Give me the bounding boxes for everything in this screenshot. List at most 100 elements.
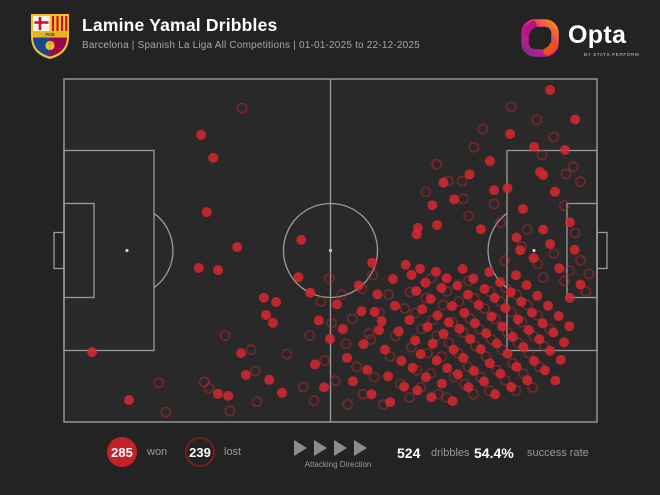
dribble-won-dot bbox=[342, 352, 352, 363]
dribble-won-dot bbox=[383, 371, 394, 382]
dribble-won-dot bbox=[511, 270, 521, 281]
dribble-won-dot bbox=[410, 335, 421, 346]
dribble-lost-dot bbox=[463, 210, 474, 222]
dribble-won-dot bbox=[529, 141, 540, 152]
dribble-won-dot bbox=[240, 370, 251, 380]
dribble-won-dot bbox=[464, 169, 475, 180]
dribble-won-dot bbox=[545, 345, 556, 356]
dribble-won-dot bbox=[449, 194, 460, 205]
dribble-won-dot bbox=[379, 344, 390, 355]
dribble-won-dot bbox=[523, 325, 534, 336]
dribble-won-dot bbox=[516, 296, 527, 307]
lost-label: lost bbox=[224, 446, 242, 458]
dribble-won-dot bbox=[549, 186, 560, 197]
dribble-won-dot bbox=[427, 200, 438, 211]
dribble-lost-dot bbox=[329, 375, 341, 386]
arrow-right-icon bbox=[334, 440, 347, 456]
dribble-won-dot bbox=[396, 355, 407, 366]
dribble-lost-dot bbox=[559, 200, 570, 211]
dribble-won-dot bbox=[570, 114, 581, 125]
dribble-lost-dot bbox=[527, 381, 538, 393]
right-penalty-spot bbox=[532, 248, 536, 253]
dribble-won-dot bbox=[564, 292, 575, 303]
attacking-direction-label: Attacking Direction bbox=[304, 460, 372, 469]
dribble-won-dot bbox=[366, 389, 377, 400]
dribble-won-dot bbox=[296, 234, 307, 245]
dribble-lost-dot bbox=[567, 161, 579, 173]
dribble-lost-dot bbox=[505, 101, 517, 113]
dribble-won-dot bbox=[458, 352, 469, 363]
dribble-lost-dot bbox=[368, 371, 380, 383]
dribble-won-dot bbox=[454, 323, 465, 334]
dribble-lost-dot bbox=[281, 348, 293, 360]
dribble-won-dot bbox=[201, 207, 212, 218]
dribble-won-dot bbox=[432, 220, 443, 231]
dribble-won-dot bbox=[404, 315, 415, 326]
dribble-won-dot bbox=[511, 361, 522, 372]
dribble-won-dot bbox=[374, 325, 384, 336]
dribble-won-dot bbox=[553, 311, 564, 321]
dribble-won-dot bbox=[353, 280, 364, 291]
dribble-won-dot bbox=[486, 311, 497, 322]
dribble-lost-dot bbox=[536, 149, 548, 161]
dribble-won-dot bbox=[399, 381, 410, 392]
dribble-won-dot bbox=[527, 307, 537, 318]
dribble-lost-dot bbox=[523, 347, 535, 359]
success-rate-label: success rate bbox=[527, 447, 589, 459]
dribble-won-dot bbox=[513, 314, 524, 325]
dribble-won-dot bbox=[484, 358, 495, 369]
dribble-lost-dot bbox=[583, 268, 595, 280]
opta-branding: Opta BY STATS PERFORM bbox=[520, 17, 650, 63]
success-rate-value: 54.4% bbox=[474, 445, 514, 461]
total-dribbles-label: dribbles bbox=[431, 447, 470, 459]
arrow-right-icon bbox=[354, 440, 367, 456]
dribble-won-dot bbox=[213, 388, 223, 399]
dribble-lost-dot bbox=[304, 330, 316, 341]
dribble-won-dot bbox=[438, 177, 449, 188]
dribble-won-dot bbox=[420, 372, 431, 383]
dribble-lost-dot bbox=[363, 328, 375, 339]
dribble-won-dot bbox=[293, 272, 304, 283]
dribble-lost-dot bbox=[467, 388, 479, 400]
dribble-won-dot bbox=[261, 310, 271, 320]
dribble-won-dot bbox=[258, 292, 269, 303]
dribble-lost-dot bbox=[499, 375, 511, 386]
opta-logo-icon bbox=[521, 19, 559, 57]
dribble-won-dot bbox=[442, 363, 453, 374]
dribble-won-dot bbox=[490, 389, 501, 400]
dribble-dots bbox=[87, 85, 595, 418]
dribble-lost-dot bbox=[319, 355, 330, 366]
arrow-right-icon bbox=[314, 440, 327, 456]
dribble-won-dot bbox=[400, 259, 411, 270]
dribble-won-dot bbox=[452, 280, 463, 291]
dribble-won-dot bbox=[481, 328, 492, 339]
center-circle bbox=[282, 202, 379, 299]
dribble-won-dot bbox=[369, 306, 380, 317]
dribble-lost-dot bbox=[477, 123, 489, 135]
dribble-won-dot bbox=[447, 301, 457, 312]
dribble-won-dot bbox=[356, 306, 367, 317]
dribble-won-dot bbox=[463, 382, 474, 393]
dribble-won-dot bbox=[376, 316, 387, 327]
dribble-won-dot bbox=[372, 289, 383, 300]
dribble-lost-dot bbox=[499, 254, 511, 266]
dribble-won-dot bbox=[358, 339, 369, 350]
dribble-won-dot bbox=[502, 348, 513, 359]
dribble-won-dot bbox=[518, 342, 529, 353]
dribble-lost-dot bbox=[224, 405, 236, 417]
dribble-won-dot bbox=[208, 152, 219, 163]
lost-count: 239 bbox=[189, 444, 211, 460]
dribble-lost-dot bbox=[443, 337, 455, 349]
right-goal bbox=[596, 231, 608, 270]
dribble-won-dot bbox=[236, 348, 246, 359]
dribble-lost-dot bbox=[245, 344, 257, 355]
left-goal bbox=[53, 231, 65, 270]
dribble-won-dot bbox=[347, 376, 358, 387]
dribble-won-dot bbox=[422, 322, 433, 332]
dribble-won-dot bbox=[432, 310, 443, 321]
dribble-won-dot bbox=[500, 303, 511, 314]
dribble-won-dot bbox=[319, 382, 330, 393]
dribble-lost-dot bbox=[236, 102, 248, 114]
dribble-won-dot bbox=[417, 304, 428, 315]
